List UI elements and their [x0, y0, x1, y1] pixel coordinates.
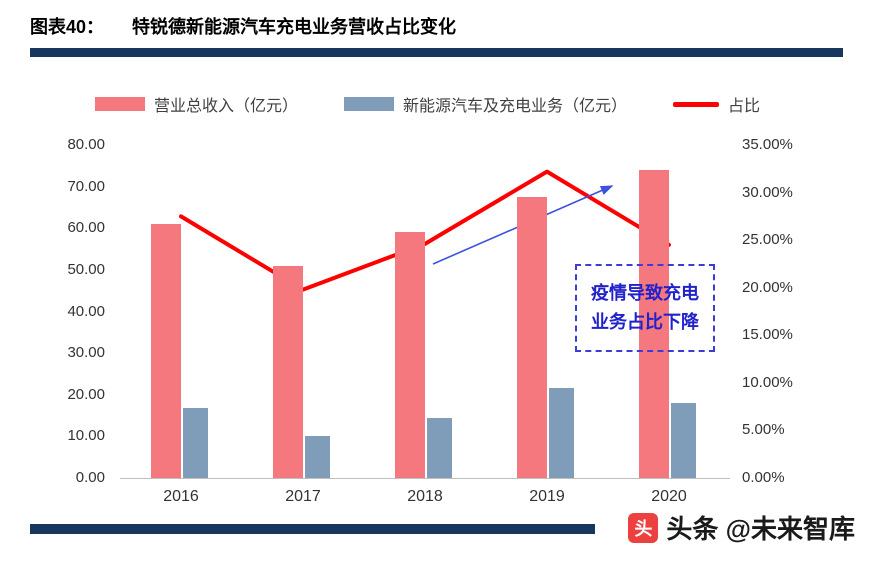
legend-swatch-ratio: [672, 101, 719, 107]
figure-number: 图表40：: [30, 17, 105, 37]
y-axis-label-right: 0.00%: [742, 469, 785, 486]
bar-charging-business: [305, 436, 330, 478]
annotation-line-1: 疫情导致充电: [591, 283, 699, 304]
bar-total-revenue: [639, 169, 669, 478]
chart-legend: 营业总收入（亿元） 新能源汽车及充电业务（亿元） 占比: [95, 92, 760, 116]
footer-handle: @未来智库: [725, 514, 855, 544]
chart-plot-area: [120, 145, 730, 479]
x-axis-label: 2016: [163, 488, 199, 505]
y-axis-label-left: 20.00: [67, 385, 105, 403]
y-axis-label-left: 50.00: [67, 260, 105, 278]
y-axis-label-left: 0.00: [75, 469, 105, 486]
x-axis-label: 2018: [407, 488, 443, 505]
title-divider-bar: [30, 48, 843, 57]
footer-branding: 头 头条 @未来智库: [628, 509, 855, 546]
bar-charging-business: [549, 387, 574, 478]
bar-total-revenue: [395, 232, 425, 478]
annotation-line-2: 业务占比下降: [591, 312, 699, 332]
figure-title: 特锐德新能源汽车充电业务营收占比变化: [132, 17, 457, 37]
y-axis-label-left: 30.00: [67, 344, 105, 362]
bar-charging-business: [427, 417, 452, 478]
y-axis-label-right: 25.00%: [742, 231, 793, 249]
bar-total-revenue: [517, 197, 547, 478]
y-axis-label-right: 35.00%: [742, 136, 793, 153]
toutiao-logo-icon: 头: [628, 512, 659, 543]
legend-item-ratio: 占比: [672, 92, 760, 116]
bar-total-revenue: [151, 224, 181, 478]
y-axis-label-right: 15.00%: [742, 326, 793, 344]
footer-brand-text: 头条 @未来智库: [666, 509, 855, 546]
legend-label-total-revenue: 营业总收入（亿元）: [154, 98, 299, 115]
legend-swatch-charging-business: [343, 97, 394, 111]
legend-item-charging-business: 新能源汽车及充电业务（亿元）: [343, 92, 627, 116]
y-axis-label-right: 20.00%: [742, 278, 793, 296]
annotation-box: 疫情导致充电 业务占比下降: [575, 264, 715, 352]
footer-brand: 头条: [666, 514, 719, 544]
y-axis-label-right: 5.00%: [742, 421, 785, 439]
y-axis-label-left: 70.00: [67, 177, 105, 195]
y-axis-label-right: 10.00%: [742, 373, 793, 391]
y-axis-label-right: 30.00%: [742, 183, 793, 201]
legend-swatch-total-revenue: [95, 97, 145, 111]
figure-title-row: 图表40： 特锐德新能源汽车充电业务营收占比变化: [30, 13, 456, 39]
x-axis-label: 2020: [651, 488, 687, 505]
legend-label-ratio: 占比: [727, 98, 760, 115]
y-axis-label-left: 60.00: [67, 219, 105, 237]
bar-total-revenue: [273, 265, 303, 478]
x-axis-label: 2017: [285, 488, 321, 505]
footer-divider-bar: [30, 524, 595, 534]
legend-label-charging-business: 新能源汽车及充电业务（亿元）: [402, 98, 627, 115]
y-axis-label-left: 80.00: [67, 136, 105, 153]
x-axis-label: 2019: [529, 488, 565, 505]
y-axis-label-left: 40.00: [67, 302, 105, 320]
legend-item-total-revenue: 营业总收入（亿元）: [95, 92, 298, 116]
bar-charging-business: [183, 408, 208, 478]
bar-charging-business: [671, 402, 696, 478]
y-axis-label-left: 10.00: [67, 427, 105, 445]
